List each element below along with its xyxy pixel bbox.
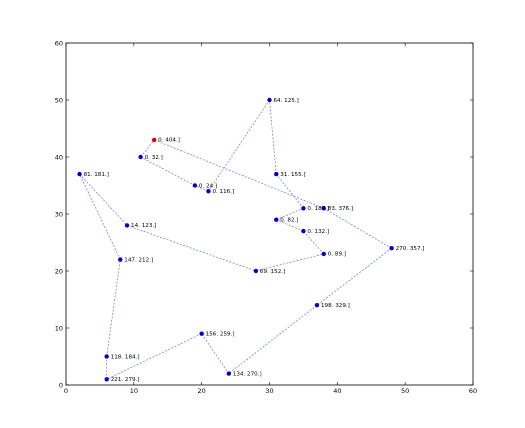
point-label-13: 134. 270.] <box>233 371 262 377</box>
axis-ticks: 0 10 20 30 40 50 60 0 10 20 30 40 50 60 <box>55 39 477 395</box>
data-point-15 <box>104 354 109 359</box>
y-tick-label-4: 40 <box>55 153 63 161</box>
route-segment-2 <box>316 247 392 306</box>
point-label-20: 69. 152.] <box>260 269 285 275</box>
route-segment-15 <box>276 173 304 209</box>
route-segment-5 <box>106 333 202 380</box>
point-label-7: 83. 376.] <box>328 206 353 212</box>
y-tick-label-5: 50 <box>55 96 63 104</box>
point-label-18: 81. 181.] <box>84 172 109 178</box>
point-label-12: 198. 329.] <box>321 303 350 309</box>
point-label-8: 0. 82.] <box>280 218 298 224</box>
y-tick-label-6: 60 <box>55 39 63 47</box>
route-segment-11 <box>255 253 324 272</box>
point-labels: 0. 404.] 0. 32.] 0. 24.]0. 116.] 64. 125.] 3… <box>84 98 425 383</box>
data-point-11 <box>389 246 394 251</box>
point-label-19: 14. 123.] <box>131 223 156 229</box>
route-segment-20 <box>140 139 155 158</box>
data-point-20 <box>253 268 259 274</box>
y-tick-label-3: 30 <box>55 210 63 218</box>
x-tick-label-2: 20 <box>198 387 206 395</box>
point-label-4: 64. 125.] <box>274 98 299 104</box>
x-tick-label-1: 10 <box>130 387 138 395</box>
data-point-8 <box>274 217 279 222</box>
x-tick-label-0: 0 <box>64 387 68 395</box>
route-segment-8 <box>79 173 121 260</box>
route-segment-7 <box>106 259 121 357</box>
route-segment-12 <box>303 230 325 255</box>
x-tick-label-5: 50 <box>401 387 409 395</box>
point-label-10: 0. 89.] <box>328 252 346 258</box>
data-point-13 <box>226 371 231 376</box>
data-point-3 <box>206 189 211 194</box>
point-label-16: 221. 279.] <box>111 377 140 383</box>
start-point <box>151 137 157 143</box>
data-point-17 <box>118 257 123 262</box>
data-point-1 <box>138 154 143 160</box>
y-tick-label-2: 20 <box>55 267 63 275</box>
point-label-11: 270. 357.] <box>396 246 425 252</box>
data-point-16 <box>104 377 109 382</box>
data-point-7 <box>321 206 326 211</box>
route-segment-18 <box>194 185 209 192</box>
route-segment-14 <box>276 207 304 221</box>
data-point-18 <box>77 171 82 177</box>
route-segment-9 <box>79 173 128 226</box>
data-point-5 <box>274 171 279 177</box>
route-lines <box>79 99 392 380</box>
route-segment-10 <box>126 225 257 272</box>
x-tick-label-3: 30 <box>265 387 273 395</box>
point-label-3: 0. 116.] <box>212 189 234 195</box>
point-label-1: 0. 32.] <box>145 155 163 161</box>
data-point-19 <box>124 223 130 228</box>
route-segment-4 <box>201 333 230 374</box>
point-label-15: 118. 184.] <box>111 354 140 360</box>
point-label-17: 147. 212.] <box>124 257 153 263</box>
route-segment-16 <box>269 99 277 175</box>
point-label-14: 156. 259.] <box>206 332 235 338</box>
data-point-14 <box>199 331 204 336</box>
route-segment-1 <box>323 207 392 249</box>
route-segment-0 <box>154 139 324 209</box>
route-segment-17 <box>208 99 270 192</box>
data-point-6 <box>301 206 306 211</box>
y-tick-label-1: 10 <box>55 324 63 332</box>
point-label-2: 0. 24.] <box>199 183 217 189</box>
x-tick-label-4: 40 <box>333 387 341 395</box>
y-tick-label-0: 0 <box>59 381 63 389</box>
route-segment-3 <box>228 304 318 374</box>
data-point-4 <box>267 97 272 103</box>
point-label-0: 0. 404.] <box>158 138 180 144</box>
x-tick-label-6: 60 <box>469 387 477 395</box>
data-point-12 <box>314 303 320 308</box>
data-points <box>77 97 394 382</box>
data-point-10 <box>321 251 326 257</box>
data-point-9 <box>301 228 306 234</box>
data-point-2 <box>192 183 198 188</box>
plot-area <box>65 42 474 386</box>
point-label-6: 0. 187.] <box>307 206 329 212</box>
point-label-5: 31. 155.] <box>280 172 305 178</box>
route-segment-13 <box>276 219 304 232</box>
point-label-9: 0. 132.] <box>307 229 329 235</box>
